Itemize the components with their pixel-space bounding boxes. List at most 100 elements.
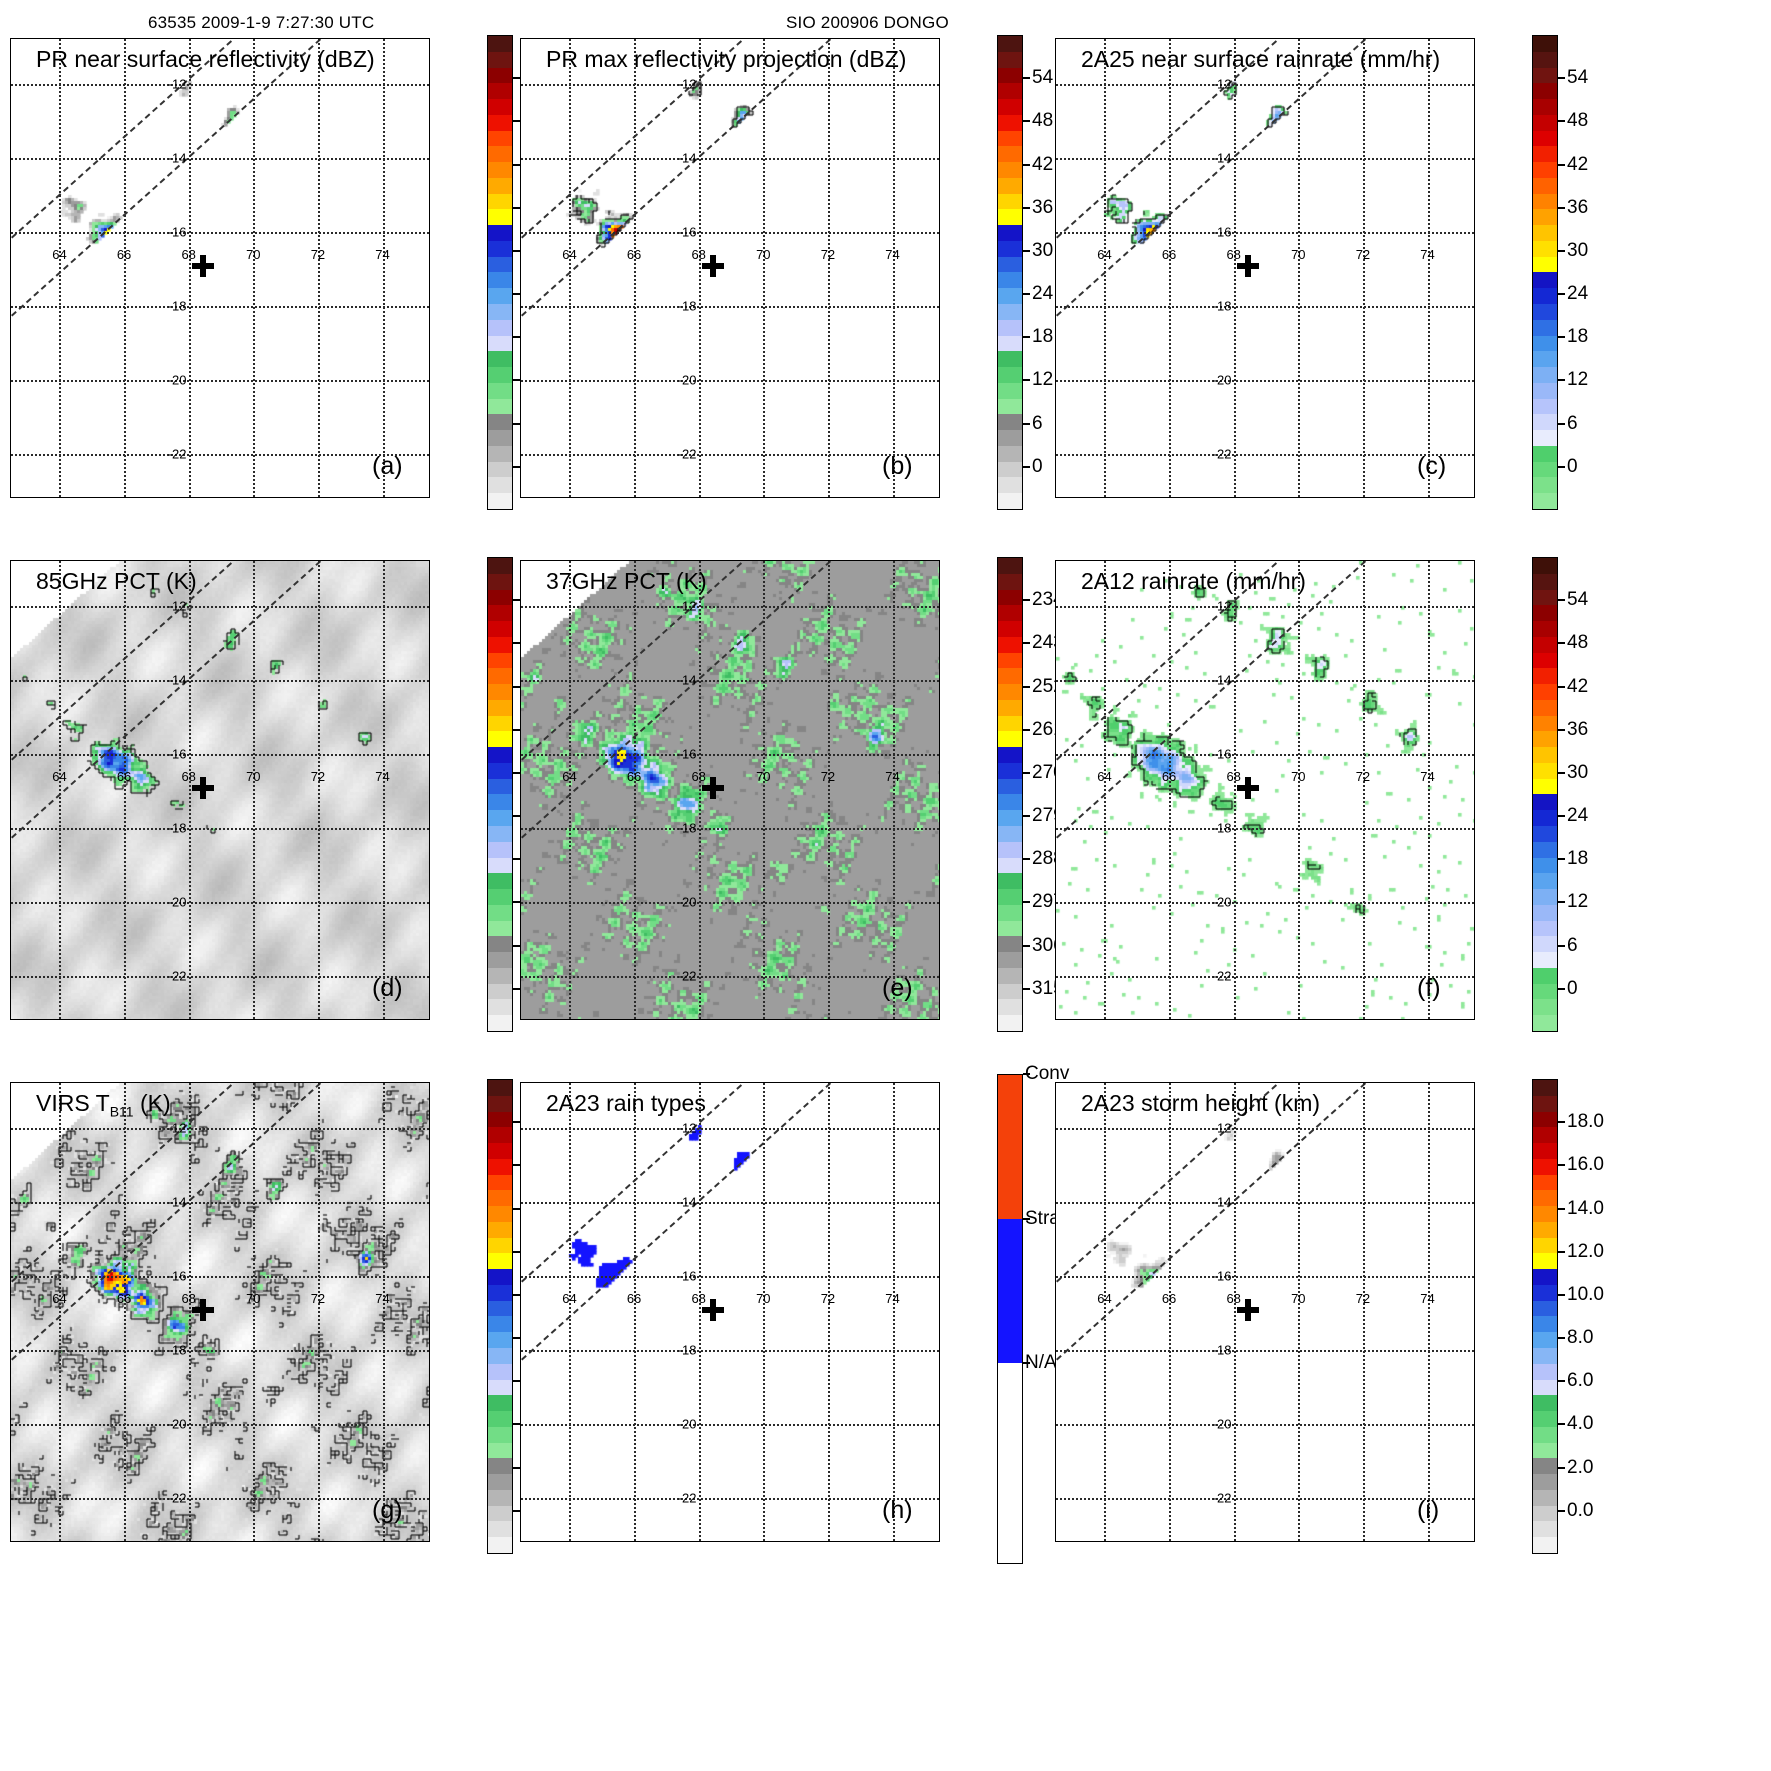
panel-h: 64 66 68 70 72 74 -12 -14 -16 -18 -20 -22 2A23 rain …: [520, 1063, 1090, 1564]
colorbar-tick: [1023, 120, 1030, 123]
colorbar-segment: [488, 1269, 512, 1285]
colorbar-segment: [998, 146, 1022, 163]
colorbar-segment: [998, 668, 1022, 685]
panel-title-main: VIRS T: [36, 1090, 110, 1116]
colorbar-segment: [1533, 99, 1557, 115]
colorbar-tick-label: 30: [1567, 239, 1589, 261]
colorbar-tick: [513, 858, 520, 861]
colorbar-segment: [1533, 652, 1557, 669]
data-layer-b: [521, 39, 939, 497]
colorbar-tick-label: 0: [1567, 455, 1578, 477]
colorbar-tick: [1023, 901, 1030, 904]
colorbar-segment: [998, 636, 1022, 653]
colorbar-segment: [1533, 193, 1557, 210]
colorbar-segment: [1533, 810, 1557, 827]
colorbar-segment: [998, 36, 1022, 52]
colorbar-tick: [1558, 1164, 1565, 1167]
colorbar-tick: [1558, 599, 1565, 602]
colorbar-tick: [1558, 1207, 1565, 1210]
lon-tick-label: 66: [626, 246, 642, 262]
colorbar-segment: [488, 240, 512, 257]
lat-tick-label: -20: [677, 372, 697, 388]
colorbar-segment: [488, 445, 512, 462]
lat-tick-label: -12: [1212, 598, 1232, 614]
colorbar-tick: [1023, 249, 1030, 252]
lon-tick-label: 68: [691, 246, 706, 262]
colorbar-segment: [1533, 715, 1557, 732]
colorbar-segment: [1533, 857, 1557, 874]
figure-header-storm: SIO 200906 DONGO: [786, 13, 949, 32]
colorbar-segment: [488, 668, 512, 685]
colorbar-segment: [1533, 762, 1557, 779]
lon-tick-label: 74: [885, 768, 900, 784]
lat-tick-label: -18: [677, 1342, 697, 1358]
map-g[interactable]: 64 66 68 70 72 74 -12 -14 -16 -18 -20 -22: [10, 1082, 430, 1542]
panel-letter-a: (a): [372, 452, 403, 480]
colorbar-tick: [1023, 728, 1030, 731]
colorbar-segment: [998, 762, 1022, 779]
panel-e: 64 66 68 70 72 74 -12 -14 -16 -18 -20 -22 37GHz PCT …: [520, 557, 1090, 1032]
colorbar-segment: [488, 731, 512, 748]
lon-tick-label: 68: [691, 1290, 706, 1306]
colorbar-tick: [1023, 77, 1030, 80]
panel-letter-c: (c): [1417, 452, 1447, 480]
colorbar-gradient-g: [487, 1079, 513, 1554]
colorbar-tick: [1558, 1423, 1565, 1426]
colorbar-tick: [1023, 987, 1030, 990]
colorbar-tick: [1023, 1073, 1030, 1075]
colorbar-tick: [1558, 858, 1565, 861]
map-h[interactable]: 64 66 68 70 72 74 -12 -14 -16 -18 -20 -22: [520, 1082, 940, 1542]
colorbar-segment: [1533, 889, 1557, 905]
colorbar-segment: [488, 1158, 512, 1175]
colorbar-segment: [1533, 873, 1557, 890]
colorbar-segment: [1533, 952, 1557, 968]
colorbar-tick: [513, 206, 520, 209]
colorbar-segment: [1533, 1332, 1557, 1349]
colorbar-segment: [998, 319, 1022, 336]
colorbar-tick: [513, 465, 520, 468]
colorbar-segment: [1533, 1505, 1557, 1522]
colorbar-tick: [1558, 771, 1565, 774]
map-a[interactable]: 64 66 68 70 72 74 -12 -14 -16 -18 -20 -22: [10, 38, 430, 498]
colorbar-segment: [1533, 747, 1557, 763]
lon-tick-label: 70: [246, 768, 261, 784]
panel-letter-d: (d): [372, 974, 403, 1002]
colorbar-segment: [1533, 794, 1557, 811]
colorbar-labels-c: 54 48 42 36 30 24 18 12 6 0: [1558, 35, 1628, 510]
map-f[interactable]: 64 66 68 70 72 74 -12 -14 -16 -18 -20 -22: [1055, 560, 1475, 1020]
colorbar-segment: [488, 1474, 512, 1490]
colorbar-segment: [1533, 1284, 1557, 1301]
panel-title-subscript: B11: [109, 1103, 134, 1120]
lat-tick-label: -12: [1212, 1120, 1232, 1136]
lon-tick-label: 72: [820, 246, 836, 262]
map-c[interactable]: 64 66 68 70 72 74 -12 -14 -16 -18 -20 -22: [1055, 38, 1475, 498]
colorbar-segment: [1533, 983, 1557, 1000]
colorbar-segment: [1533, 1015, 1557, 1031]
colorbar-segment: [998, 367, 1022, 383]
colorbar-i: 18.0 16.0 14.0 12.0 10.0 8.0 6.0 4.0 2.0 0.0: [1532, 1079, 1632, 1554]
map-b[interactable]: 64 66 68 70 72 74 -12 -14 -16 -18 -20 -22: [520, 38, 940, 498]
colorbar-tick: [513, 1337, 520, 1340]
colorbar-segment: [1533, 1521, 1557, 1538]
lat-tick-label: -16: [1212, 224, 1232, 240]
colorbar-tick-label: 6: [1567, 934, 1578, 956]
lat-tick-label: -16: [1212, 746, 1232, 762]
colorbar-segment: [1533, 1395, 1557, 1412]
map-i[interactable]: 64 66 68 70 72 74 -12 -14 -16 -18 -20 -22: [1055, 1082, 1475, 1542]
lon-tick-label: 72: [1355, 246, 1371, 262]
colorbar-segment: [1533, 1080, 1557, 1096]
lat-tick-label: -14: [167, 672, 187, 688]
map-e[interactable]: 64 66 68 70 72 74 -12 -14 -16 -18 -20 -22: [520, 560, 940, 1020]
colorbar-segment: [1533, 1348, 1557, 1364]
colorbar-segment: [998, 857, 1022, 874]
colorbar-tick: [513, 1380, 520, 1383]
colorbar-segment: [488, 936, 512, 953]
colorbar-segment: [1533, 699, 1557, 716]
colorbar-tick-label: 42: [1567, 675, 1589, 697]
colorbar-segment: [1533, 477, 1557, 494]
colorbar-segment: [488, 1143, 512, 1159]
map-d[interactable]: 64 66 68 70 72 74 -12 -14 -16 -18 -20 -22: [10, 560, 430, 1020]
colorbar-tick-label: 24: [1567, 805, 1589, 827]
colorbar-segment: [1533, 430, 1557, 446]
